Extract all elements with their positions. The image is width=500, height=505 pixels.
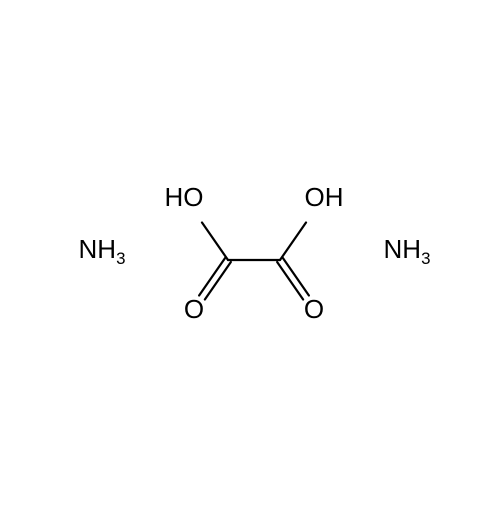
chemical-structure-canvas: O O HO OH NH3 NH3 (0, 0, 500, 500)
atom-label-nh2: NH3 (384, 236, 431, 262)
atom-label-o2: O (304, 296, 324, 322)
atom-label-o1: O (184, 296, 204, 322)
atom-label-oh1: HO (165, 184, 204, 210)
atom-label-oh2: OH (305, 184, 344, 210)
atom-label-nh1: NH3 (79, 236, 126, 262)
